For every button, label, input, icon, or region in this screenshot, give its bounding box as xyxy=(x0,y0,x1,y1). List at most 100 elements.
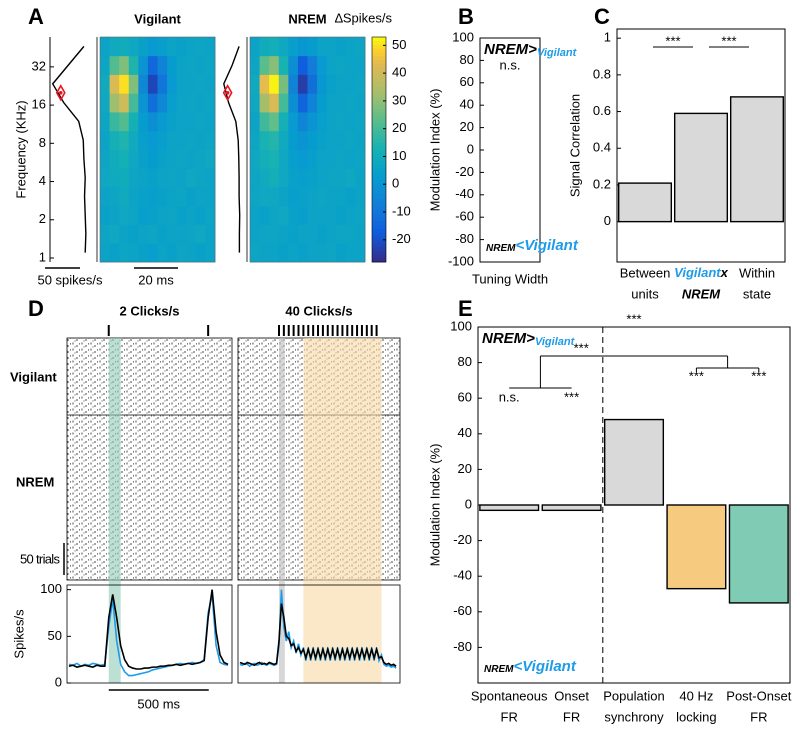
colorbar-tick-label: -20 xyxy=(392,231,411,246)
direction-label-part: NREM> xyxy=(482,330,535,347)
heatmap-cell xyxy=(345,130,356,150)
bar xyxy=(603,418,665,506)
heatmap-cell xyxy=(128,55,139,75)
y-axis-label: Modulation Index (%) xyxy=(427,444,442,567)
heatmap-cell xyxy=(259,168,270,188)
heatmap-cell xyxy=(317,205,328,225)
y-tick-label: 40 xyxy=(460,97,474,112)
heatmap-cell xyxy=(250,149,260,169)
colorbar-slice xyxy=(372,100,386,105)
colorbar-slice xyxy=(372,44,386,49)
colorbar-slice xyxy=(372,198,386,203)
x-tick-label: FR xyxy=(750,709,767,724)
tuning-curve xyxy=(51,45,87,253)
heatmap-cell xyxy=(336,187,347,207)
heatmap-cell xyxy=(119,205,130,225)
colorbar-slice xyxy=(372,175,386,180)
y-tick-label: -60 xyxy=(455,209,474,224)
y-tick-label: 80 xyxy=(458,354,472,369)
colorbar-slice xyxy=(372,258,386,263)
heatmap-cell xyxy=(138,187,149,207)
heatmap-cell xyxy=(307,168,318,188)
heatmap-cell xyxy=(355,168,366,188)
colorbar-slice xyxy=(372,160,386,165)
heatmap-cell xyxy=(119,112,130,132)
colorbar-slice xyxy=(372,194,386,199)
heatmap-cell xyxy=(336,55,347,75)
heatmap-cell xyxy=(336,205,347,225)
heatmap-cell xyxy=(138,112,149,132)
heatmap-cell xyxy=(167,130,178,150)
heatmap-cell xyxy=(336,168,347,188)
colorbar-slice xyxy=(372,37,386,42)
y-tick-label: 100 xyxy=(450,318,472,333)
heatmap-cell xyxy=(128,205,139,225)
colorbar-slice xyxy=(372,202,386,207)
heatmap-cell xyxy=(326,112,337,132)
y-tick-label: 16 xyxy=(32,97,46,112)
heatmap-cell xyxy=(326,74,337,94)
heatmap-cell xyxy=(205,55,216,75)
x-tick-label: FR xyxy=(563,709,580,724)
y-axis-label: Frequency (KHz) xyxy=(13,100,28,198)
heatmap-cell xyxy=(195,224,206,244)
heatmap-cell xyxy=(186,37,197,57)
heatmap-cell xyxy=(147,112,158,132)
colorbar-slice xyxy=(372,40,386,45)
heatmap-cell xyxy=(205,130,216,150)
heatmap-cell xyxy=(278,130,289,150)
x-tick-label: Between xyxy=(620,265,671,280)
heatmap-cell xyxy=(157,112,168,132)
y-tick-label: 80 xyxy=(460,52,474,67)
heatmap-cell xyxy=(307,205,318,225)
colorbar-slice xyxy=(372,243,386,248)
colorbar-slice xyxy=(372,183,386,188)
colorbar-slice xyxy=(372,78,386,83)
psth-frame xyxy=(237,584,401,684)
colorbar-tick-label: 50 xyxy=(392,37,406,52)
heatmap-cell xyxy=(297,168,308,188)
heatmap-cell xyxy=(250,112,260,132)
heatmap-cell xyxy=(147,243,158,263)
heatmap-cell xyxy=(195,149,206,169)
heatmap-cell xyxy=(138,168,149,188)
y-tick-label: 4 xyxy=(39,173,46,188)
colorbar-slice xyxy=(372,134,386,139)
panel-letter: C xyxy=(594,4,610,29)
tuning-peak xyxy=(55,84,66,102)
heatmap-cell xyxy=(345,149,356,169)
heatmap-cell xyxy=(345,112,356,132)
colorbar-label: ∆Spikes/s xyxy=(335,10,393,25)
heatmap-cell xyxy=(269,205,280,225)
heatmap-cell xyxy=(250,243,260,263)
heatmap-cell xyxy=(128,74,139,94)
colorbar-slice xyxy=(372,67,386,72)
significance: *** xyxy=(574,340,589,355)
panel-title: NREM xyxy=(288,11,326,26)
heatmap-cell xyxy=(186,93,197,113)
colorbar-slice xyxy=(372,164,386,169)
y-tick-label: 0.8 xyxy=(593,66,611,81)
heatmap-cell xyxy=(157,74,168,94)
colorbar-slice xyxy=(372,190,386,195)
heatmap-cell xyxy=(186,187,197,207)
heatmap-cell xyxy=(100,74,110,94)
heatmap-cell xyxy=(138,205,149,225)
heatmap-cell xyxy=(119,55,130,75)
heatmap-cell xyxy=(317,243,328,263)
heatmap-cell xyxy=(195,205,206,225)
heatmap-cell xyxy=(157,149,168,169)
colorbar-tick-label: 0 xyxy=(392,176,399,191)
bar xyxy=(479,504,540,512)
heatmap-cell xyxy=(355,112,366,132)
heatmap-cell xyxy=(176,130,187,150)
heatmap-cell xyxy=(147,224,158,244)
heatmap-cell xyxy=(100,93,110,113)
colorbar-slice xyxy=(372,138,386,143)
y-tick-label: 32 xyxy=(32,58,46,73)
heatmap-cell xyxy=(186,149,197,169)
bar xyxy=(541,504,602,512)
heatmap-cell xyxy=(269,243,280,263)
